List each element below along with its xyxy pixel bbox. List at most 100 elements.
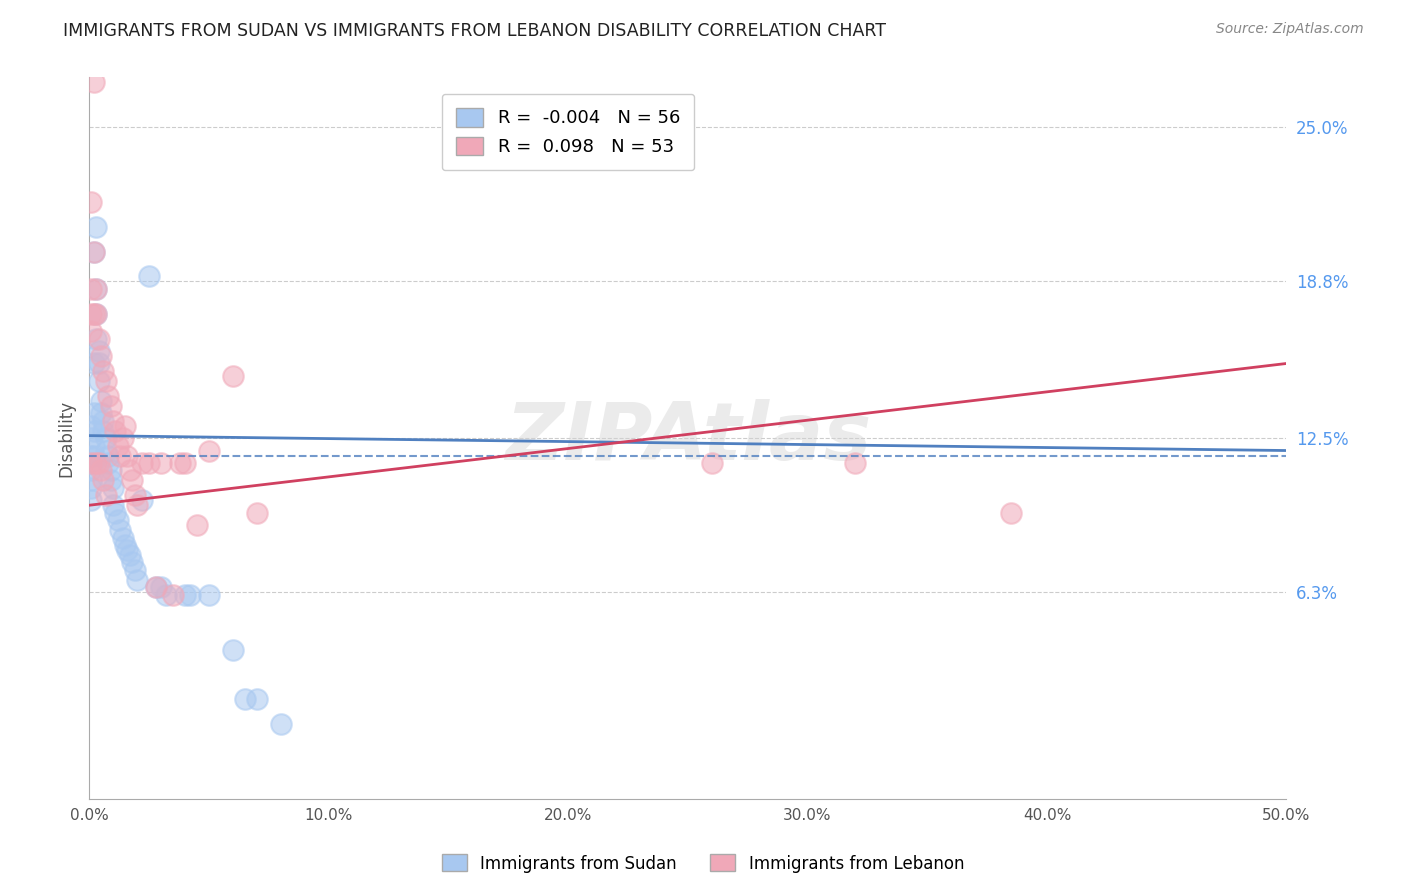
Point (84, 332, 107, 346)
Point (162, 588, 184, 602)
Point (125, 573, 148, 587)
Point (108, 449, 131, 463)
Point (97, 456, 120, 470)
Point (87, 374, 110, 388)
Point (83, 424, 105, 438)
Point (80, 481, 103, 495)
Point (108, 523, 131, 537)
Point (84, 456, 107, 470)
Point (125, 498, 148, 512)
Point (97, 449, 120, 463)
Point (94, 488, 117, 502)
Point (83, 244, 105, 259)
Point (131, 456, 153, 470)
Point (179, 588, 201, 602)
Point (107, 513, 129, 527)
Point (84, 282, 107, 296)
Point (101, 498, 124, 512)
Point (844, 456, 866, 470)
Point (93, 424, 115, 438)
Point (149, 456, 172, 470)
Point (80, 456, 103, 470)
Point (138, 269, 160, 284)
Point (80, 194, 103, 209)
Text: ZIPAtlas: ZIPAtlas (505, 399, 870, 477)
Point (100, 399, 122, 413)
Point (80, 474, 103, 488)
Point (90, 393, 112, 408)
Point (80, 463, 103, 477)
Point (83, 75, 105, 89)
Point (111, 531, 134, 545)
Point (104, 506, 127, 520)
Point (80, 449, 103, 463)
Point (83, 244, 105, 259)
Point (80, 493, 103, 508)
Point (100, 463, 122, 477)
Point (198, 588, 221, 602)
Point (124, 488, 146, 502)
Point (117, 449, 139, 463)
Point (233, 692, 256, 706)
Point (84, 282, 107, 296)
Point (1000, 506, 1022, 520)
Point (145, 580, 167, 594)
Point (100, 474, 122, 488)
Point (118, 463, 141, 477)
Point (131, 493, 153, 508)
Point (84, 219, 107, 234)
Point (83, 439, 105, 453)
Point (107, 439, 129, 453)
Point (118, 548, 141, 562)
Point (117, 543, 139, 558)
Point (222, 368, 245, 383)
Point (173, 588, 195, 602)
Point (198, 443, 221, 458)
Point (145, 580, 167, 594)
Point (149, 580, 172, 594)
Point (246, 506, 269, 520)
Point (111, 431, 134, 445)
Point (246, 692, 269, 706)
Point (84, 307, 107, 321)
Y-axis label: Disability: Disability (58, 400, 75, 476)
Point (186, 518, 208, 533)
Point (101, 414, 124, 428)
Text: IMMIGRANTS FROM SUDAN VS IMMIGRANTS FROM LEBANON DISABILITY CORRELATION CHART: IMMIGRANTS FROM SUDAN VS IMMIGRANTS FROM… (63, 22, 886, 40)
Point (87, 344, 110, 359)
Legend: R =  -0.004   N = 56, R =  0.098   N = 53: R = -0.004 N = 56, R = 0.098 N = 53 (441, 94, 695, 170)
Point (124, 563, 146, 577)
Point (84, 307, 107, 321)
Point (80, 324, 103, 338)
Point (94, 443, 117, 458)
Legend: Immigrants from Sudan, Immigrants from Lebanon: Immigrants from Sudan, Immigrants from L… (436, 847, 970, 880)
Point (87, 456, 110, 470)
Point (93, 364, 115, 378)
Point (114, 538, 136, 552)
Point (700, 456, 723, 470)
Point (114, 418, 136, 433)
Point (138, 456, 160, 470)
Point (155, 588, 177, 602)
Point (93, 474, 115, 488)
Point (222, 642, 245, 657)
Point (94, 374, 117, 388)
Point (173, 456, 195, 470)
Text: Source: ZipAtlas.com: Source: ZipAtlas.com (1216, 22, 1364, 37)
Point (94, 431, 117, 445)
Point (90, 349, 112, 363)
Point (93, 414, 115, 428)
Point (87, 356, 110, 370)
Point (104, 424, 127, 438)
Point (83, 307, 105, 321)
Point (90, 463, 112, 477)
Point (121, 474, 143, 488)
Point (83, 406, 105, 420)
Point (80, 456, 103, 470)
Point (83, 0, 105, 10)
Point (80, 431, 103, 445)
Point (80, 418, 103, 433)
Point (101, 481, 124, 495)
Point (83, 356, 105, 370)
Point (87, 332, 110, 346)
